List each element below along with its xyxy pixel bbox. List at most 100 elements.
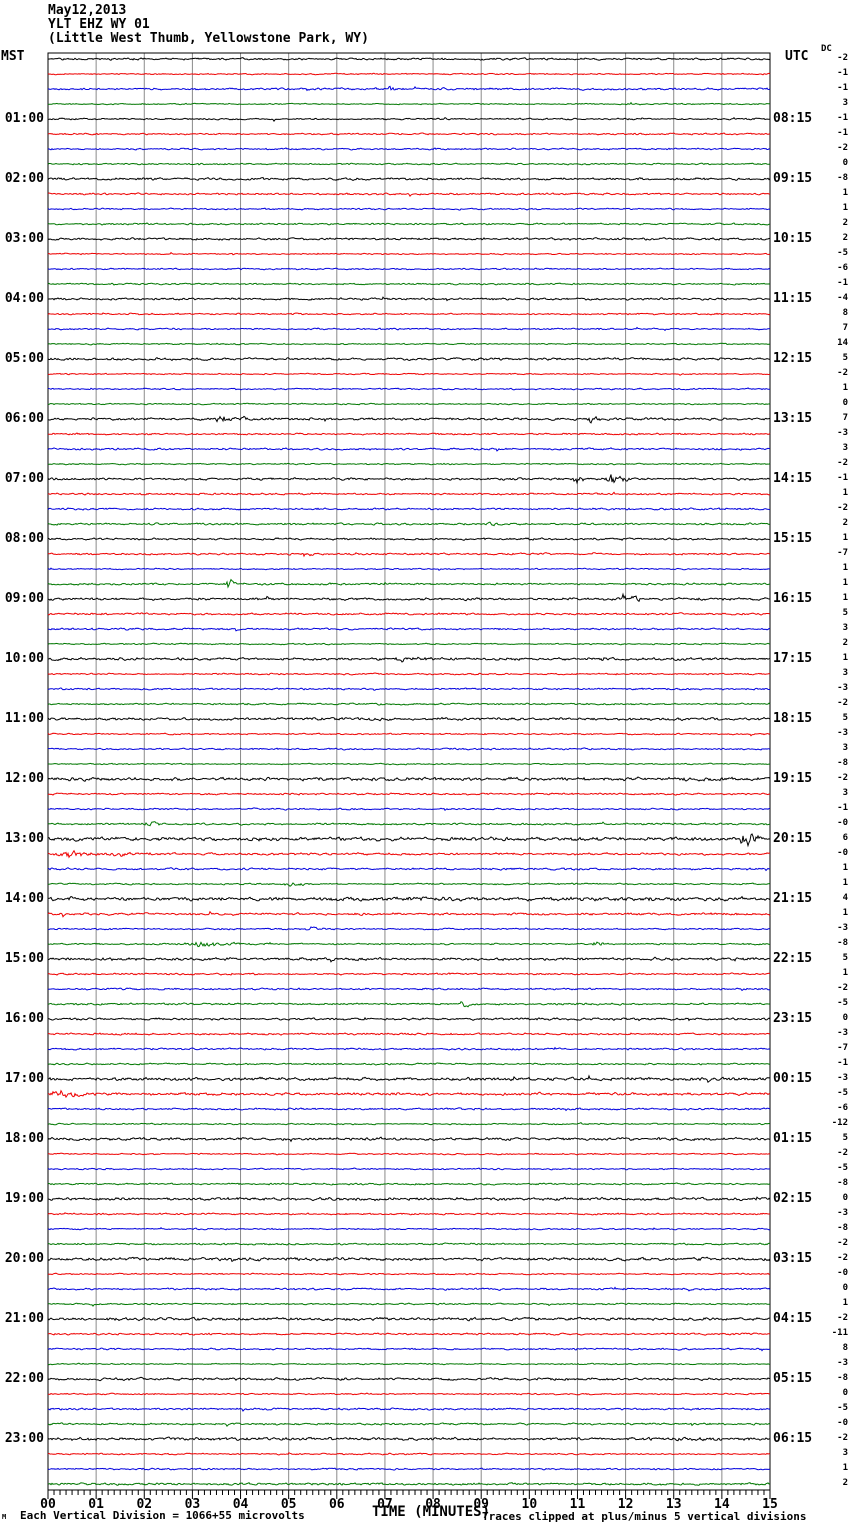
dc-offset-value: 3 (842, 623, 848, 633)
x-axis-tick-label: 14 (714, 1497, 730, 1512)
seismogram-trace-row-56 (47, 895, 771, 902)
dc-offset-value: -2 (837, 1253, 848, 1263)
left-time-label: 22:00 (4, 1371, 44, 1386)
right-time-label: 06:15 (773, 1431, 813, 1446)
dc-offset-value: -0 (837, 818, 848, 828)
dc-offset-value: -5 (837, 1088, 848, 1098)
seismogram-trace-row-58 (47, 926, 771, 931)
seismogram-trace-row-61 (47, 972, 771, 976)
x-axis-tick-label: 02 (136, 1497, 153, 1512)
dc-offset-value: 1 (842, 878, 848, 888)
dc-offset-value: -2 (837, 503, 848, 513)
seismogram-trace-row-46 (47, 747, 771, 751)
seismogram-trace-row-11 (47, 222, 771, 226)
dc-offset-value: -1 (837, 1058, 848, 1068)
dc-offset-value: 6 (842, 833, 848, 843)
seismogram-trace-row-27 (48, 462, 771, 466)
seismogram-trace-row-5 (47, 132, 771, 136)
seismogram-trace-row-4 (47, 116, 771, 122)
dc-offset-value: 5 (842, 1133, 848, 1143)
left-time-label: 20:00 (4, 1251, 44, 1266)
dc-offset-value: -8 (837, 938, 848, 948)
x-axis-tick-label: 06 (328, 1497, 345, 1512)
dc-offset-value: -6 (837, 263, 848, 273)
seismogram-trace-row-23 (47, 402, 771, 406)
dc-offset-value: -8 (837, 1178, 848, 1188)
dc-offset-value: -1 (837, 278, 848, 288)
dc-offset-value: 2 (842, 218, 848, 228)
x-axis-tick-label: 04 (232, 1497, 249, 1512)
seismogram-trace-row-22 (47, 387, 771, 391)
dc-offset-value: -5 (837, 1163, 848, 1173)
x-axis-tick-label: 00 (40, 1497, 56, 1512)
seismogram-trace-row-33 (47, 552, 771, 558)
dc-offset-value: -2 (837, 458, 848, 468)
seismogram-trace-row-17 (47, 312, 771, 316)
header-date: May12,2013 (48, 3, 127, 18)
dc-offset-value: 1 (842, 203, 848, 213)
seismogram-trace-row-64 (47, 1016, 771, 1022)
dc-offset-value: 0 (842, 158, 848, 168)
right-time-label: 09:15 (773, 171, 813, 186)
dc-offset-value: 1 (842, 188, 848, 198)
right-time-label: 15:15 (773, 531, 813, 546)
dc-offset-value: 1 (842, 1463, 848, 1473)
seismogram-trace-row-88 (47, 1376, 770, 1382)
seismogram-trace-row-54 (47, 867, 771, 872)
dc-offset-column-label: DC (821, 44, 832, 54)
x-axis-tick-label: 05 (280, 1497, 297, 1512)
x-axis-tick-label: 01 (88, 1497, 104, 1512)
x-axis-tick-label: 08 (425, 1497, 441, 1512)
header-station-code: YLT EHZ WY 01 (48, 17, 150, 32)
left-time-label: 07:00 (4, 471, 44, 486)
dc-offset-value: -4 (837, 293, 848, 303)
dc-offset-value: 2 (842, 518, 848, 528)
vertical-scale-note: Each Vertical Division = 1066+55 microvo… (20, 1509, 305, 1522)
right-time-label: 00:15 (773, 1071, 813, 1086)
left-time-label: 15:00 (4, 951, 44, 966)
seismogram-trace-row-36 (47, 592, 770, 603)
seismogram-trace-row-79 (47, 1242, 770, 1246)
seismogram-trace-row-49 (47, 792, 771, 796)
dc-offset-value: 3 (842, 98, 848, 108)
left-time-label: 12:00 (4, 771, 44, 786)
dc-offset-value: -5 (837, 998, 848, 1008)
right-timezone-label: UTC (785, 49, 809, 64)
seismogram-trace-row-14 (47, 267, 771, 271)
dc-offset-value: 7 (842, 323, 848, 333)
seismogram-trace-row-15 (47, 282, 771, 286)
left-time-label: 13:00 (4, 831, 44, 846)
dc-offset-value: 1 (842, 1298, 848, 1308)
seismogram-trace-row-3 (47, 101, 771, 106)
dc-offset-value: 5 (842, 953, 848, 963)
seismogram-trace-row-83 (48, 1302, 771, 1307)
left-time-label: 19:00 (4, 1191, 44, 1206)
seismogram-trace-row-21 (47, 372, 771, 376)
seismogram-trace-row-90 (47, 1407, 771, 1412)
seismogram-trace-row-70 (47, 1107, 771, 1112)
seismogram-trace-row-94 (47, 1467, 771, 1471)
dc-offset-value: -2 (837, 983, 848, 993)
dc-offset-value: -3 (837, 1208, 848, 1218)
dc-offset-value: -5 (837, 1403, 848, 1413)
dc-offset-value: 1 (842, 968, 848, 978)
dc-offset-value: 8 (842, 308, 848, 318)
right-time-label: 01:15 (773, 1131, 813, 1146)
seismogram-trace-row-48 (47, 776, 771, 782)
left-time-label: 16:00 (4, 1011, 44, 1026)
left-time-label: 17:00 (4, 1071, 44, 1086)
left-time-label: 05:00 (4, 351, 44, 366)
seismogram-trace-row-87 (47, 1362, 771, 1366)
seismogram-trace-row-95 (47, 1482, 771, 1486)
dc-offset-value: -2 (837, 1433, 848, 1443)
dc-offset-value: 0 (842, 1388, 848, 1398)
dc-offset-value: 3 (842, 788, 848, 798)
dc-offset-value: 3 (842, 443, 848, 453)
left-time-label: 08:00 (4, 531, 44, 546)
dc-offset-value: -8 (837, 1373, 848, 1383)
dc-offset-value: -1 (837, 68, 848, 78)
right-time-label: 21:15 (773, 891, 813, 906)
dc-offset-value: 8 (842, 1343, 848, 1353)
seismogram-trace-row-13 (47, 251, 771, 256)
